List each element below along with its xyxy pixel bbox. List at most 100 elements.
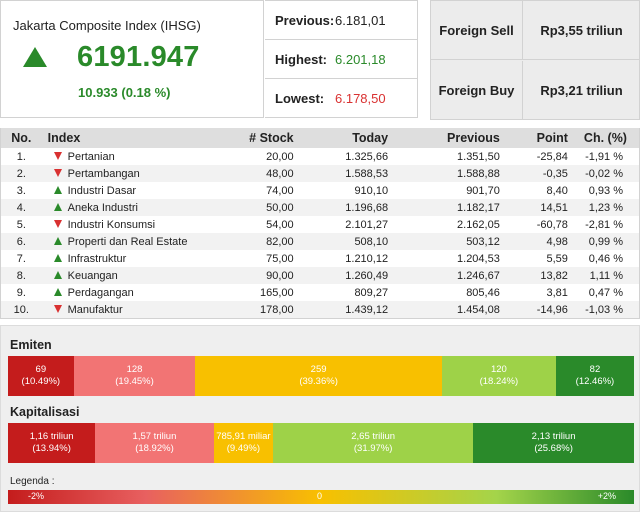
kapitalisasi-segment-value: 1,57 triliun <box>132 431 177 442</box>
row-stock: 165,00 <box>259 286 294 299</box>
row-point: -0,35 <box>542 167 568 180</box>
market-distribution-panel: Emiten 69 (10.49%) 128 (19.45%) 259 (39.36%) 1… <box>0 325 640 512</box>
row-index-name[interactable]: Pertanian <box>67 150 115 163</box>
row-previous: 1.588,88 <box>457 167 500 180</box>
col-header-today[interactable]: Today <box>352 131 389 145</box>
row-index-name[interactable]: Perdagangan <box>67 286 134 299</box>
row-index-name[interactable]: Aneka Industri <box>67 201 138 214</box>
row-index-name[interactable]: Industri Dasar <box>67 184 137 197</box>
table-row[interactable]: 8. Keuangan 90,00 1.260,49 1.246,67 13,82 1,11… <box>1 267 639 284</box>
table-row[interactable]: 1. Pertanian 20,00 1.325,66 1.351,50 -25,84 -1… <box>1 148 639 165</box>
row-number: 2. <box>16 167 26 180</box>
legend-gradient-bar: -2% 0 +2% <box>8 490 634 504</box>
col-header-point[interactable]: Point <box>536 131 568 145</box>
emiten-segment[interactable]: 120 (18.24%) <box>441 356 556 396</box>
foreign-sell-value: Rp3,55 triliun <box>540 23 623 38</box>
emiten-segment[interactable]: 69 (10.49%) <box>8 356 74 396</box>
row-stock: 20,00 <box>266 150 294 163</box>
col-header-change[interactable]: Ch. (%) <box>583 131 627 145</box>
row-previous: 805,46 <box>466 286 500 299</box>
emiten-segment[interactable]: 128 (19.45%) <box>73 356 196 396</box>
kapitalisasi-bar: 1,16 triliun (13.94%) 1,57 triliun (18.92%)… <box>8 423 634 463</box>
ihsg-value: 6191.947 <box>77 41 200 73</box>
kapitalisasi-segment-percent: (25.68%) <box>534 443 573 454</box>
table-row[interactable]: 3. Industri Dasar 74,00 910,10 901,70 8,40 0,9… <box>1 182 639 199</box>
kapitalisasi-segment-percent: (9.49%) <box>226 443 261 454</box>
kapitalisasi-segment[interactable]: 785,91 miliar (9.49%) <box>213 423 274 463</box>
table-row[interactable]: 7. Infrastruktur 75,00 1.210,12 1.204,53 5,59… <box>1 250 639 267</box>
emiten-segment[interactable]: 259 (39.36%) <box>195 356 442 396</box>
row-today: 1.210,12 <box>345 252 389 265</box>
stat-highest-value: 6.201,18 <box>335 52 386 67</box>
row-previous: 901,70 <box>466 184 500 197</box>
row-stock: 90,00 <box>266 269 294 282</box>
ihsg-change: 10.933 (0.18 %) <box>78 85 171 100</box>
top-summary: Jakarta Composite Index (IHSG) 6191.947 … <box>0 0 640 120</box>
row-index: Properti dan Real Estate <box>42 233 215 250</box>
row-today: 1.439,12 <box>345 303 389 316</box>
row-stock: 74,00 <box>266 184 294 197</box>
emiten-title: Emiten <box>10 338 52 352</box>
row-number: 7. <box>16 252 26 265</box>
row-previous: 1.351,50 <box>457 150 500 163</box>
ihsg-title: Jakarta Composite Index (IHSG) <box>13 18 201 33</box>
row-index-name[interactable]: Properti dan Real Estate <box>67 235 188 248</box>
kapitalisasi-segment[interactable]: 1,57 triliun (18.92%) <box>95 423 214 463</box>
row-change: 0,93 % <box>588 184 623 197</box>
stat-lowest: Lowest: 6.178,50 <box>265 79 418 118</box>
row-number: 6. <box>16 235 26 248</box>
row-stock: 75,00 <box>266 252 294 265</box>
down-triangle-icon <box>53 304 62 313</box>
col-header-stock[interactable]: # Stock <box>249 131 294 145</box>
row-index-name[interactable]: Manufaktur <box>67 303 123 316</box>
row-stock: 54,00 <box>266 218 294 231</box>
row-change: -1,91 % <box>585 150 623 163</box>
table-row[interactable]: 9. Perdagangan 165,00 809,27 805,46 3,81 0,47 … <box>1 284 639 301</box>
stat-highest: Highest: 6.201,18 <box>265 40 418 79</box>
stat-lowest-value: 6.178,50 <box>335 91 386 106</box>
legend-mid: 0 <box>317 491 323 501</box>
row-today: 910,10 <box>354 184 389 197</box>
row-change: 0,47 % <box>588 286 623 299</box>
row-previous: 1.182,17 <box>457 201 500 214</box>
table-row[interactable]: 4. Aneka Industri 50,00 1.196,68 1.182,17 14,… <box>1 199 639 216</box>
emiten-segment-percent: (12.46%) <box>575 376 615 387</box>
kapitalisasi-segment[interactable]: 2,65 triliun (31.97%) <box>273 423 474 463</box>
legend-min: -2% <box>28 491 45 501</box>
row-index: Manufaktur <box>42 301 215 318</box>
row-change: -0,02 % <box>585 167 623 180</box>
row-previous: 2.162,05 <box>457 218 500 231</box>
stat-previous-value: 6.181,01 <box>335 13 386 28</box>
col-header-index[interactable]: Index <box>47 131 81 145</box>
table-row[interactable]: 10. Manufaktur 178,00 1.439,12 1.454,08 -14,9… <box>1 301 639 318</box>
row-point: -25,84 <box>536 150 568 163</box>
emiten-segment-value: 69 <box>35 364 47 375</box>
row-index-name[interactable]: Keuangan <box>67 269 118 282</box>
row-stock: 48,00 <box>266 167 294 180</box>
kapitalisasi-segment[interactable]: 1,16 triliun (13.94%) <box>8 423 96 463</box>
emiten-segment[interactable]: 82 (12.46%) <box>555 356 634 396</box>
legend-label: Legenda : <box>10 476 55 487</box>
kapitalisasi-segment-value: 2,65 triliun <box>351 431 396 442</box>
table-row[interactable]: 2. Pertambangan 48,00 1.588,53 1.588,88 -0,35… <box>1 165 639 182</box>
row-today: 1.196,68 <box>345 201 389 214</box>
row-index-name[interactable]: Pertambangan <box>67 167 140 180</box>
kapitalisasi-segment[interactable]: 2,13 triliun (25.68%) <box>473 423 634 463</box>
row-index: Perdagangan <box>42 284 215 301</box>
foreign-sell-row: Foreign Sell Rp3,55 triliun <box>431 1 639 60</box>
col-header-no[interactable]: No. <box>11 131 32 145</box>
row-index-name[interactable]: Infrastruktur <box>67 252 127 265</box>
down-triangle-icon <box>53 151 62 160</box>
row-index-name[interactable]: Industri Konsumsi <box>67 218 156 231</box>
row-number: 9. <box>16 286 26 299</box>
row-change: 0,46 % <box>588 252 623 265</box>
table-row[interactable]: 5. Industri Konsumsi 54,00 2.101,27 2.162,05… <box>1 216 639 233</box>
row-index: Keuangan <box>42 267 215 284</box>
stat-previous-label: Previous: <box>275 13 335 28</box>
up-triangle-icon <box>53 185 62 194</box>
col-header-previous[interactable]: Previous <box>447 131 500 145</box>
row-number: 1. <box>16 150 26 163</box>
table-row[interactable]: 6. Properti dan Real Estate 82,00 508,10 503… <box>1 233 639 250</box>
up-triangle-icon <box>53 236 62 245</box>
stat-highest-label: Highest: <box>275 52 327 67</box>
